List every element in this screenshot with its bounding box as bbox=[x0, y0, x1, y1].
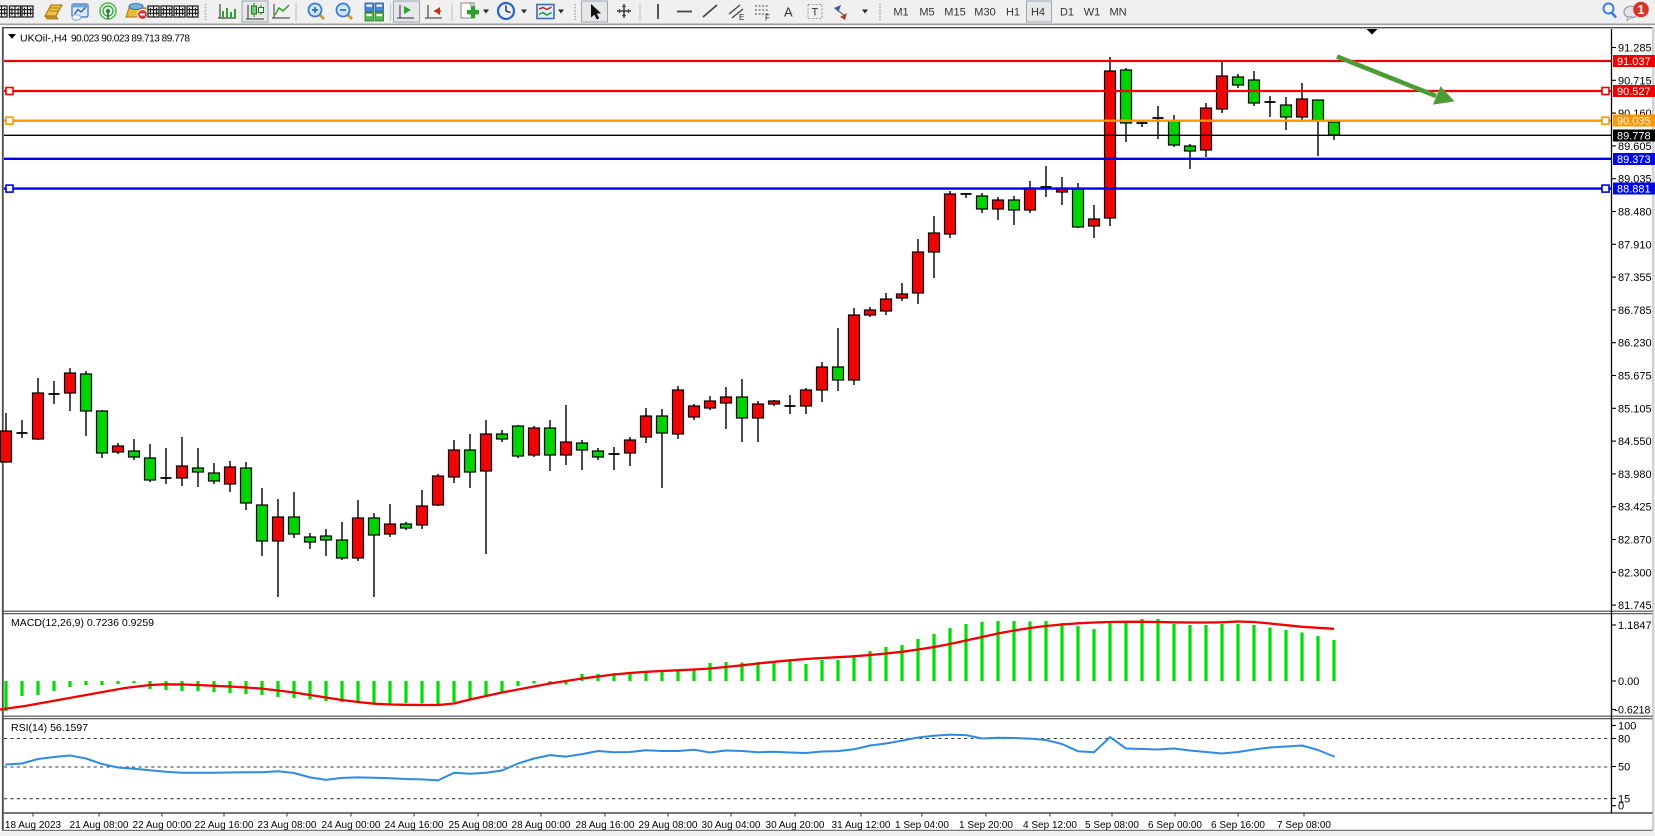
svg-text:E: E bbox=[739, 13, 744, 22]
svg-text:RSI(14) 56.1597: RSI(14) 56.1597 bbox=[11, 722, 88, 734]
svg-text:90.527: 90.527 bbox=[1617, 86, 1651, 98]
svg-text:31 Aug 12:00: 31 Aug 12:00 bbox=[832, 820, 891, 831]
svg-text:88.480: 88.480 bbox=[1618, 207, 1652, 219]
svg-text:30 Aug 04:00: 30 Aug 04:00 bbox=[702, 820, 761, 831]
svg-text:85.105: 85.105 bbox=[1618, 403, 1652, 415]
svg-text:F: F bbox=[765, 14, 770, 23]
svg-text:1 Sep 20:00: 1 Sep 20:00 bbox=[959, 820, 1013, 831]
svg-text:1 Sep 04:00: 1 Sep 04:00 bbox=[895, 820, 949, 831]
svg-text:83.980: 83.980 bbox=[1618, 469, 1652, 481]
svg-text:24 Aug 16:00: 24 Aug 16:00 bbox=[385, 820, 444, 831]
svg-text:50: 50 bbox=[1618, 762, 1630, 774]
svg-text:81.745: 81.745 bbox=[1618, 600, 1652, 612]
svg-text:M1: M1 bbox=[893, 7, 908, 19]
svg-text:23 Aug 08:00: 23 Aug 08:00 bbox=[258, 820, 317, 831]
svg-text:H1: H1 bbox=[1006, 7, 1020, 19]
svg-text:30 Aug 20:00: 30 Aug 20:00 bbox=[766, 820, 825, 831]
svg-text:M30: M30 bbox=[974, 7, 995, 19]
svg-text:M15: M15 bbox=[944, 7, 965, 19]
svg-text:86.785: 86.785 bbox=[1618, 305, 1652, 317]
svg-text:22 Aug 16:00: 22 Aug 16:00 bbox=[195, 820, 254, 831]
svg-text:89.605: 89.605 bbox=[1618, 141, 1652, 153]
svg-text:H4: H4 bbox=[1031, 7, 1045, 19]
svg-text:W1: W1 bbox=[1084, 7, 1101, 19]
svg-text:90.715: 90.715 bbox=[1618, 75, 1652, 87]
svg-text:90.035: 90.035 bbox=[1617, 116, 1651, 128]
svg-text:1.1847: 1.1847 bbox=[1618, 620, 1652, 632]
svg-text:5 Sep 08:00: 5 Sep 08:00 bbox=[1085, 820, 1139, 831]
svg-text:MN: MN bbox=[1109, 7, 1126, 19]
svg-text:15: 15 bbox=[1618, 793, 1630, 805]
svg-text:A: A bbox=[784, 5, 793, 20]
svg-text:91.285: 91.285 bbox=[1618, 43, 1652, 55]
svg-text:86.230: 86.230 bbox=[1618, 338, 1652, 350]
svg-text:87.910: 87.910 bbox=[1618, 239, 1652, 251]
svg-text:1: 1 bbox=[1638, 3, 1645, 17]
svg-text:21 Aug 08:00: 21 Aug 08:00 bbox=[70, 820, 129, 831]
svg-text:-0.6218: -0.6218 bbox=[1615, 705, 1651, 717]
svg-text:29 Aug 08:00: 29 Aug 08:00 bbox=[639, 820, 698, 831]
svg-text:22 Aug 00:00: 22 Aug 00:00 bbox=[133, 820, 192, 831]
svg-text:87.355: 87.355 bbox=[1618, 272, 1652, 284]
svg-text:UKOil-,H4: UKOil-,H4 bbox=[20, 33, 67, 45]
svg-text:24 Aug 00:00: 24 Aug 00:00 bbox=[322, 820, 381, 831]
svg-text:90.023 90.023 89.713 89.778: 90.023 90.023 89.713 89.778 bbox=[71, 34, 190, 45]
svg-text:82.870: 82.870 bbox=[1618, 535, 1652, 547]
svg-text:MACD(12,26,9) 0.7236 0.9259: MACD(12,26,9) 0.7236 0.9259 bbox=[11, 617, 154, 629]
svg-text:T: T bbox=[812, 7, 819, 19]
svg-text:83.425: 83.425 bbox=[1618, 502, 1652, 514]
svg-text:88.881: 88.881 bbox=[1617, 184, 1651, 196]
svg-text:89.373: 89.373 bbox=[1617, 154, 1651, 166]
svg-text:82.300: 82.300 bbox=[1618, 567, 1652, 579]
svg-text:7 Sep 08:00: 7 Sep 08:00 bbox=[1277, 820, 1331, 831]
svg-text:91.037: 91.037 bbox=[1617, 56, 1651, 68]
svg-text:100: 100 bbox=[1618, 721, 1636, 733]
svg-text:25 Aug 08:00: 25 Aug 08:00 bbox=[449, 820, 508, 831]
svg-text:85.675: 85.675 bbox=[1618, 371, 1652, 383]
svg-text:0: 0 bbox=[1618, 801, 1624, 813]
svg-text:84.550: 84.550 bbox=[1618, 436, 1652, 448]
svg-text:18 Aug 2023: 18 Aug 2023 bbox=[5, 820, 62, 831]
svg-text:80: 80 bbox=[1618, 734, 1630, 746]
svg-text:89.778: 89.778 bbox=[1617, 131, 1651, 143]
svg-text:6 Sep 16:00: 6 Sep 16:00 bbox=[1211, 820, 1265, 831]
svg-text:6 Sep 00:00: 6 Sep 00:00 bbox=[1148, 820, 1202, 831]
svg-text:D1: D1 bbox=[1060, 7, 1074, 19]
svg-text:M5: M5 bbox=[919, 7, 934, 19]
svg-text:4 Sep 12:00: 4 Sep 12:00 bbox=[1023, 820, 1077, 831]
svg-text:28 Aug 00:00: 28 Aug 00:00 bbox=[512, 820, 571, 831]
svg-text:28 Aug 16:00: 28 Aug 16:00 bbox=[576, 820, 635, 831]
svg-text:0.00: 0.00 bbox=[1618, 676, 1639, 688]
